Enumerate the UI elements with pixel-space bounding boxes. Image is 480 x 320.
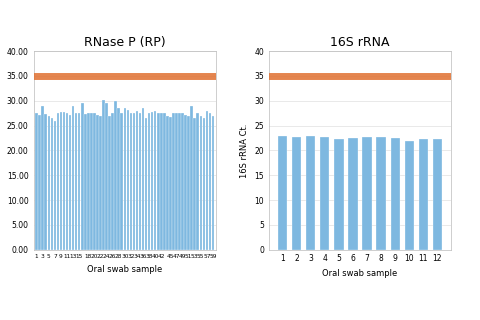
Bar	[200, 116, 202, 250]
Bar	[81, 103, 84, 250]
Bar	[136, 111, 138, 250]
Bar	[102, 100, 105, 250]
Bar	[145, 118, 147, 250]
Bar	[111, 113, 114, 250]
Bar	[212, 116, 214, 250]
Bar	[78, 113, 81, 250]
Bar	[54, 121, 56, 250]
Bar	[209, 113, 211, 250]
Bar	[278, 135, 288, 250]
Bar	[193, 118, 196, 250]
Bar	[66, 113, 68, 250]
Title: RNase P (RP): RNase P (RP)	[84, 36, 166, 49]
Bar	[187, 116, 190, 250]
Y-axis label: RNase P Ct.: RNase P Ct.	[0, 126, 1, 175]
Bar	[120, 113, 123, 250]
Bar	[362, 137, 372, 250]
Bar	[405, 141, 414, 250]
Bar	[132, 113, 135, 250]
Bar	[376, 137, 385, 250]
Bar	[60, 112, 62, 250]
Bar	[203, 118, 205, 250]
Bar	[114, 101, 117, 250]
Bar	[181, 113, 184, 250]
Bar	[50, 118, 53, 250]
Bar	[169, 117, 172, 250]
Bar	[93, 113, 96, 250]
Bar	[151, 112, 154, 250]
Bar	[348, 138, 358, 250]
Bar	[75, 113, 77, 250]
Bar	[96, 115, 99, 250]
Bar	[320, 137, 329, 250]
Bar	[99, 116, 102, 250]
Bar	[148, 113, 150, 250]
Bar	[160, 113, 163, 250]
Bar	[123, 108, 126, 250]
Bar	[127, 110, 129, 250]
Bar	[306, 135, 315, 250]
Bar	[108, 116, 111, 250]
Bar	[191, 106, 193, 250]
Title: 16S rRNA: 16S rRNA	[330, 36, 390, 49]
Bar	[69, 115, 72, 250]
Bar	[57, 113, 59, 250]
Bar	[36, 113, 38, 250]
Bar	[105, 103, 108, 250]
Bar	[139, 113, 141, 250]
Bar	[72, 106, 74, 250]
Bar	[391, 138, 400, 250]
Bar	[163, 113, 166, 250]
Bar	[154, 111, 156, 250]
X-axis label: Oral swab sample: Oral swab sample	[87, 265, 162, 274]
Bar	[63, 112, 65, 250]
Bar	[142, 108, 144, 250]
Bar	[41, 106, 44, 250]
Bar	[157, 113, 159, 250]
Bar	[196, 113, 199, 250]
Bar	[48, 116, 50, 250]
Bar	[292, 137, 301, 250]
Bar	[419, 140, 428, 250]
Bar	[130, 113, 132, 250]
Bar	[45, 114, 47, 250]
Bar	[335, 140, 344, 250]
X-axis label: Oral swab sample: Oral swab sample	[323, 269, 397, 278]
Bar	[118, 108, 120, 250]
Bar	[172, 113, 175, 250]
Bar	[38, 115, 41, 250]
Bar	[178, 113, 181, 250]
Bar	[184, 115, 187, 250]
Y-axis label: 16S rRNA Ct.: 16S rRNA Ct.	[240, 123, 249, 178]
Bar	[166, 116, 168, 250]
Bar	[205, 111, 208, 250]
Bar	[87, 113, 90, 250]
Bar	[432, 140, 442, 250]
Bar	[90, 113, 93, 250]
Bar	[84, 114, 86, 250]
Bar	[175, 113, 178, 250]
